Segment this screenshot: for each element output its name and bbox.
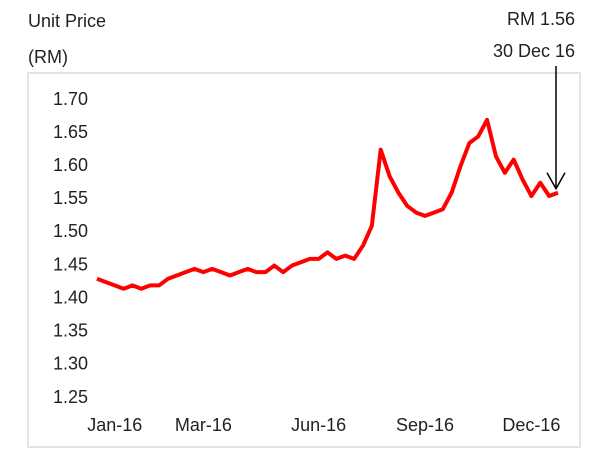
- x-tick-label: Mar-16: [175, 415, 232, 435]
- annotation: 30 Dec 16: [493, 41, 575, 61]
- x-tick-label: Sep-16: [396, 415, 454, 435]
- y-tick-label: 1.60: [53, 155, 88, 175]
- x-tick-label: Jun-16: [291, 415, 346, 435]
- y-tick-label: 1.50: [53, 221, 88, 241]
- y-tick-label: 1.65: [53, 122, 88, 142]
- x-tick-label: Jan-16: [87, 415, 142, 435]
- y-tick-label: 1.70: [53, 89, 88, 109]
- y-axis-title: (RM): [28, 47, 68, 67]
- y-axis-title: Unit Price: [28, 11, 106, 31]
- y-tick-label: 1.25: [53, 387, 88, 407]
- plot-frame: [27, 72, 581, 448]
- annotation: RM 1.56: [507, 9, 575, 29]
- y-tick-label: 1.55: [53, 188, 88, 208]
- y-tick-label: 1.40: [53, 287, 88, 307]
- annotation-arrowhead: [546, 172, 566, 191]
- x-tick-label: Dec-16: [502, 415, 560, 435]
- y-tick-label: 1.30: [53, 354, 88, 374]
- y-tick-label: 1.35: [53, 321, 88, 341]
- y-tick-label: 1.45: [53, 254, 88, 274]
- price-line: [96, 117, 559, 291]
